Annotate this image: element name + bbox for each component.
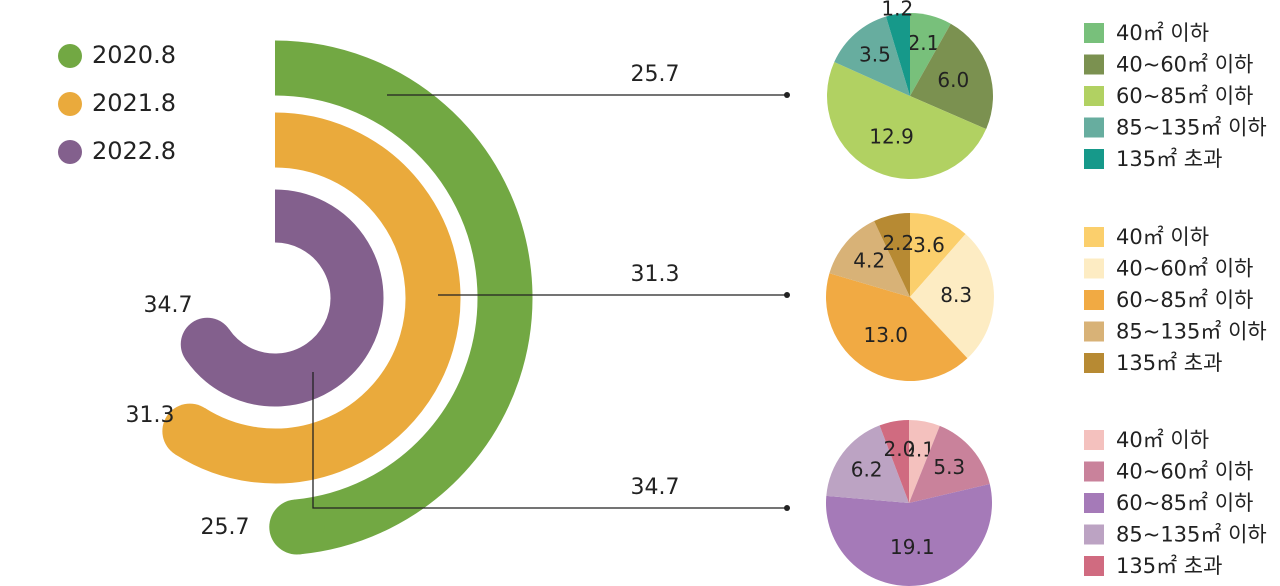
pie-slice bbox=[909, 425, 990, 503]
pie-value-label: 3.5 bbox=[859, 43, 891, 67]
pie-slice bbox=[909, 419, 940, 503]
pie-legend-marker bbox=[1084, 117, 1104, 138]
pie-legend-label: 85~135㎡ 이하 bbox=[1116, 116, 1267, 140]
pie-legend-label: 85~135㎡ 이하 bbox=[1116, 320, 1267, 344]
pie-legend-label: 135㎡ 초과 bbox=[1116, 351, 1222, 375]
pie-slice bbox=[826, 62, 987, 180]
pie-slice bbox=[874, 213, 910, 297]
pie-total-label: 25.7 bbox=[631, 62, 680, 87]
connector-dot bbox=[784, 92, 790, 98]
radial-bar-2022.8 bbox=[185, 189, 384, 407]
legend-marker-2021.8 bbox=[58, 92, 82, 116]
pie-legend-marker bbox=[1084, 149, 1104, 169]
pie-slice bbox=[885, 13, 910, 96]
pie-slice bbox=[826, 273, 968, 382]
pie-slice bbox=[879, 419, 909, 503]
pie-legend-marker bbox=[1084, 258, 1104, 279]
pie-legend-marker bbox=[1084, 290, 1104, 310]
pie-legend-marker bbox=[1084, 86, 1104, 106]
pie-slice bbox=[910, 233, 994, 359]
pie-slice bbox=[826, 425, 909, 503]
pie-legend-marker bbox=[1084, 54, 1104, 75]
pie-value-label: 4.2 bbox=[853, 249, 885, 273]
legend-label: 2022.8 bbox=[92, 137, 176, 165]
pie-legend-label: 60~85㎡ 이하 bbox=[1116, 84, 1253, 108]
pie-legend-label: 135㎡ 초과 bbox=[1116, 554, 1222, 578]
pie-value-label: 3.6 bbox=[913, 233, 945, 257]
radial-value-label: 31.3 bbox=[126, 403, 175, 428]
pie-legend-marker bbox=[1084, 493, 1104, 513]
pie-slice bbox=[910, 13, 951, 96]
connector-line bbox=[312, 372, 787, 509]
pie-slice bbox=[829, 221, 910, 297]
pie-slice bbox=[826, 484, 992, 586]
pie-slice bbox=[910, 23, 993, 130]
radial-bar-end-2021.8 bbox=[162, 403, 218, 459]
pie-value-label: 13.0 bbox=[864, 323, 909, 347]
pie-value-label: 12.9 bbox=[869, 124, 914, 148]
legend-marker-2020.8 bbox=[58, 44, 82, 68]
pie-slice bbox=[834, 16, 910, 96]
pie-legend-marker bbox=[1084, 461, 1104, 482]
radial-value-label: 25.7 bbox=[201, 515, 250, 540]
connector-dot bbox=[784, 292, 790, 298]
pie-legend-label: 40~60㎡ 이하 bbox=[1116, 257, 1253, 281]
legend-marker-2022.8 bbox=[58, 140, 82, 164]
pie-legend-marker bbox=[1084, 227, 1104, 247]
pie-legend-marker bbox=[1084, 524, 1104, 545]
pie-legend-label: 40㎡ 이하 bbox=[1116, 21, 1209, 45]
pie-value-label: 1.2 bbox=[881, 0, 913, 20]
pie-legend-marker bbox=[1084, 430, 1104, 450]
pie-legend-label: 40~60㎡ 이하 bbox=[1116, 460, 1253, 484]
pie-legend-label: 60~85㎡ 이하 bbox=[1116, 491, 1253, 515]
connector-dot bbox=[784, 505, 790, 511]
pie-legend-label: 40㎡ 이하 bbox=[1116, 225, 1209, 249]
pie-legend-marker bbox=[1084, 353, 1104, 373]
legend-label: 2020.8 bbox=[92, 41, 176, 69]
pie-value-label: 2.2 bbox=[882, 231, 914, 255]
pie-total-label: 31.3 bbox=[631, 262, 680, 287]
radial-bar-end-2022.8 bbox=[180, 317, 234, 371]
pie-legend-marker bbox=[1084, 23, 1104, 43]
pie-value-label: 8.3 bbox=[940, 283, 972, 307]
radial-value-label: 34.7 bbox=[144, 293, 193, 318]
pie-value-label: 6.2 bbox=[851, 457, 883, 481]
radial-bar-end-2020.8 bbox=[269, 499, 325, 555]
radial-bar-2020.8 bbox=[274, 40, 533, 555]
pie-legend-marker bbox=[1084, 321, 1104, 342]
pie-legend-label: 60~85㎡ 이하 bbox=[1116, 288, 1253, 312]
pie-total-label: 34.7 bbox=[631, 475, 680, 500]
pie-value-label: 2.1 bbox=[908, 31, 940, 55]
pie-value-label: 19.1 bbox=[890, 535, 935, 559]
pie-legend-label: 40㎡ 이하 bbox=[1116, 428, 1209, 452]
pie-legend-label: 40~60㎡ 이하 bbox=[1116, 53, 1253, 77]
pie-value-label: 6.0 bbox=[937, 68, 969, 92]
pie-legend-label: 85~135㎡ 이하 bbox=[1116, 523, 1267, 547]
pie-slice bbox=[910, 213, 966, 297]
legend-label: 2021.8 bbox=[92, 89, 176, 117]
pie-value-label: 5.3 bbox=[933, 455, 965, 479]
pie-value-label: 2.0 bbox=[884, 437, 916, 461]
pie-legend-label: 135㎡ 초과 bbox=[1116, 147, 1222, 171]
pie-legend-marker bbox=[1084, 556, 1104, 576]
radial-bar-2021.8 bbox=[175, 112, 461, 484]
